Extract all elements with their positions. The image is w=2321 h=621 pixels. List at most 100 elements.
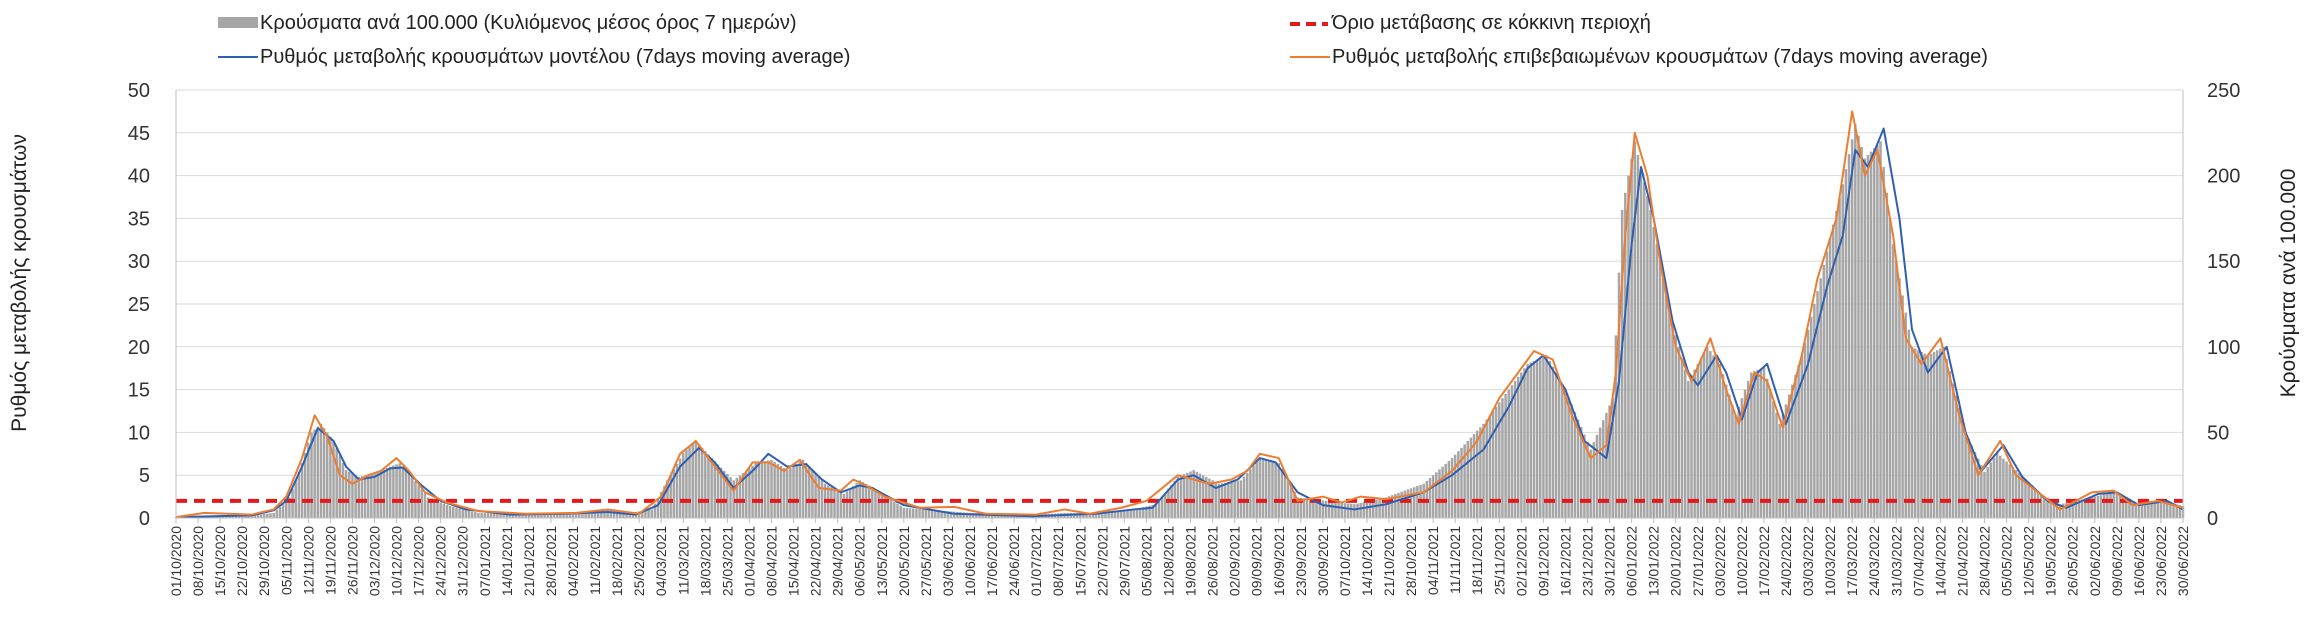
bar [1107, 511, 1110, 518]
bar [2099, 495, 2103, 518]
y-left-tick-label: 25 [128, 294, 150, 316]
bar [1277, 463, 1281, 518]
bar [1835, 211, 1838, 518]
bar [735, 477, 739, 518]
bar [1501, 398, 1504, 518]
bar [848, 488, 852, 518]
bar [675, 463, 679, 518]
x-tick-label: 14/04/2022 [1932, 526, 1948, 596]
bar [1948, 371, 1952, 518]
bar [562, 513, 565, 518]
bar [329, 436, 332, 518]
bar [316, 426, 320, 518]
bar [1135, 508, 1139, 518]
x-tick-label: 03/12/2020 [366, 526, 382, 596]
bar [1274, 462, 1277, 518]
bar [325, 432, 329, 518]
x-tick-label: 20/05/2021 [896, 526, 912, 596]
bar [615, 510, 619, 518]
x-tick-label: 12/11/2020 [300, 526, 316, 595]
x-tick-label: 04/02/2021 [565, 526, 581, 596]
bar [2017, 473, 2021, 518]
bar [1964, 432, 1967, 518]
bar [1431, 475, 1435, 518]
bar [1665, 295, 1668, 518]
bar [341, 462, 345, 518]
bar [1264, 459, 1268, 518]
bar [1787, 394, 1791, 518]
y-right-tick-label: 150 [2207, 251, 2240, 273]
bar [1466, 440, 1470, 518]
bar [811, 470, 814, 518]
bar [429, 498, 433, 518]
x-tick-label: 18/11/2021 [1469, 526, 1485, 595]
bar [1507, 389, 1511, 518]
bar [738, 475, 742, 518]
bar [1494, 406, 1498, 518]
x-tick-label: 10/06/2021 [962, 526, 978, 596]
bar [1409, 488, 1413, 518]
bar [1586, 442, 1589, 518]
y-left-tick-label: 10 [128, 422, 150, 444]
bar [470, 511, 474, 518]
x-tick-label: 03/06/2021 [940, 526, 956, 596]
x-tick-label: 17/02/2022 [1756, 526, 1772, 596]
x-tick-label: 09/12/2021 [1535, 526, 1551, 596]
x-tick-label: 12/05/2022 [2021, 526, 2037, 596]
bar [1453, 454, 1457, 518]
bar [2150, 502, 2153, 518]
bar [590, 511, 594, 518]
bar [1252, 465, 1255, 518]
bar [1642, 182, 1646, 518]
bar [1705, 346, 1709, 518]
bar [2128, 499, 2131, 518]
bar [1608, 405, 1611, 518]
y-right-tick-label: 100 [2207, 337, 2240, 359]
x-tick-label: 23/06/2022 [2153, 526, 2169, 596]
x-tick-label: 23/12/2021 [1580, 526, 1596, 596]
x-tick-label: 30/12/2021 [1602, 526, 1618, 596]
bar [1469, 437, 1473, 518]
bar [1293, 491, 1296, 518]
bar [606, 509, 609, 518]
bar [1498, 402, 1501, 518]
bar [300, 463, 304, 518]
bar [1400, 491, 1403, 518]
bar [1340, 502, 1344, 518]
bar [745, 470, 748, 518]
x-tick-label: 14/01/2021 [499, 526, 515, 596]
bar [1245, 472, 1249, 518]
bar [1315, 499, 1318, 518]
bar [1746, 381, 1750, 518]
bar [943, 510, 947, 518]
bar [2169, 502, 2172, 518]
x-tick-label: 15/07/2021 [1072, 526, 1088, 596]
bar [1677, 346, 1681, 518]
bar [2080, 499, 2084, 518]
bar [1907, 329, 1911, 518]
bar [940, 510, 943, 518]
bar [704, 451, 707, 518]
bar [2039, 494, 2043, 518]
bar [1551, 366, 1555, 518]
bar [303, 452, 307, 518]
bar [1926, 355, 1930, 518]
bar [1841, 184, 1844, 518]
bar [363, 475, 367, 518]
bar [1164, 492, 1167, 518]
bar [883, 495, 887, 518]
bar [360, 476, 364, 518]
x-tick-label: 18/03/2021 [697, 526, 713, 596]
x-tick-label: 21/10/2021 [1381, 526, 1397, 596]
bar [436, 501, 439, 518]
bar [1683, 369, 1687, 518]
y-right-axis-label: Κρούσματα ανά 100.000 [2277, 169, 2300, 398]
bar [2008, 464, 2011, 518]
bar [650, 509, 654, 518]
bar [801, 459, 805, 518]
bar [1904, 312, 1907, 518]
x-tick-label: 04/11/2021 [1425, 526, 1441, 595]
bar [1255, 461, 1258, 518]
bar [332, 440, 335, 518]
